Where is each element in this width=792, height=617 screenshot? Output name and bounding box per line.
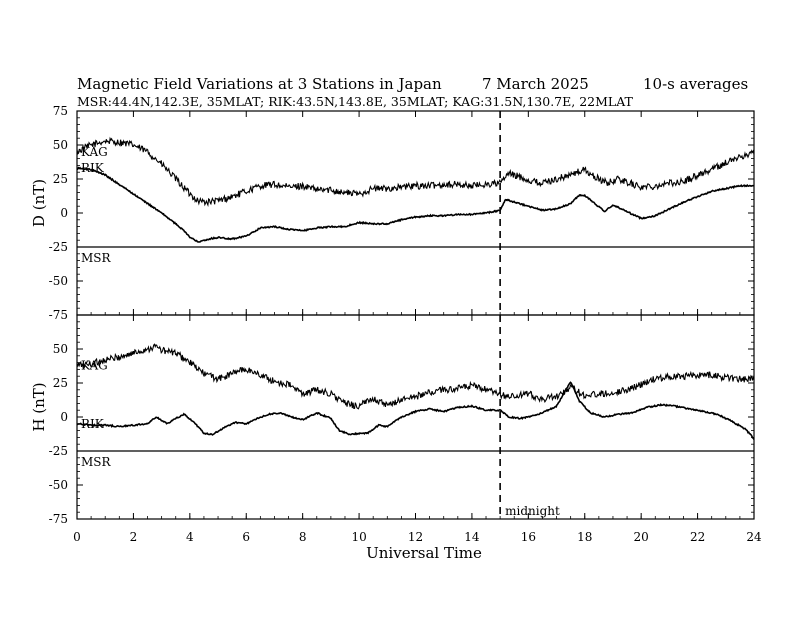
y-tick-label: -75 — [49, 308, 68, 322]
chart-title: Magnetic Field Variations at 3 Stations … — [77, 75, 442, 93]
y-tick-label: 0 — [60, 410, 68, 424]
x-tick-label: 20 — [634, 530, 649, 544]
y-tick-label: 75 — [53, 104, 68, 118]
x-tick-label: 18 — [577, 530, 592, 544]
series-line-rik — [76, 381, 755, 440]
x-tick-label: 4 — [186, 530, 194, 544]
y-tick-label: -25 — [49, 240, 68, 254]
x-tick-label: 24 — [746, 530, 762, 544]
chart-averaging: 10-s averages — [643, 75, 748, 93]
x-axis-label: Universal Time — [366, 544, 482, 562]
x-tick-label: 0 — [73, 530, 81, 544]
chart-date: 7 March 2025 — [482, 75, 589, 93]
midnight-label: midnight — [505, 504, 560, 518]
x-tick-label: 2 — [130, 530, 138, 544]
series-label-rik: RIK — [81, 161, 105, 175]
x-tick-label: 8 — [299, 530, 307, 544]
panel-frame — [76, 110, 755, 316]
station-label-msr: MSR — [81, 455, 112, 469]
y-tick-label: 50 — [53, 342, 68, 356]
series-line-rik — [76, 166, 755, 243]
chart-subtitle: MSR:44.4N,142.3E, 35MLAT; RIK:43.5N,143.… — [77, 94, 634, 109]
y-tick-label: -75 — [49, 512, 68, 526]
x-tick-label: 16 — [521, 530, 536, 544]
y-tick-label: 25 — [53, 172, 68, 186]
x-tick-label: 14 — [464, 530, 480, 544]
panel-h: 50 25 0 -25 -50 -75 MSR H (nT) KAG RIK — [30, 314, 755, 526]
y-tick-label: -25 — [49, 444, 68, 458]
y-tick-label: 50 — [53, 138, 68, 152]
x-tick-label: 10 — [351, 530, 366, 544]
x-tick-label: 12 — [408, 530, 423, 544]
series-label-kag: KAG — [81, 145, 108, 159]
panel-d: 75 50 25 0 -25 -50 -75 MSR D (nT) KAG RIK — [30, 104, 755, 322]
series-line-kag — [76, 343, 755, 410]
y-axis-label: H (nT) — [30, 382, 48, 431]
station-label-msr: MSR — [81, 251, 112, 265]
x-tick-label: 22 — [690, 530, 705, 544]
y-tick-label: -50 — [49, 274, 68, 288]
x-tick-label: 6 — [242, 530, 250, 544]
series-line-kag — [76, 136, 755, 208]
y-tick-label: 25 — [53, 376, 68, 390]
y-tick-label: 0 — [60, 206, 68, 220]
y-tick-label: -50 — [49, 478, 68, 492]
y-axis-label: D (nT) — [30, 179, 48, 227]
series-label-rik: RIK — [81, 417, 105, 431]
series-label-kag: KAG — [81, 358, 108, 372]
